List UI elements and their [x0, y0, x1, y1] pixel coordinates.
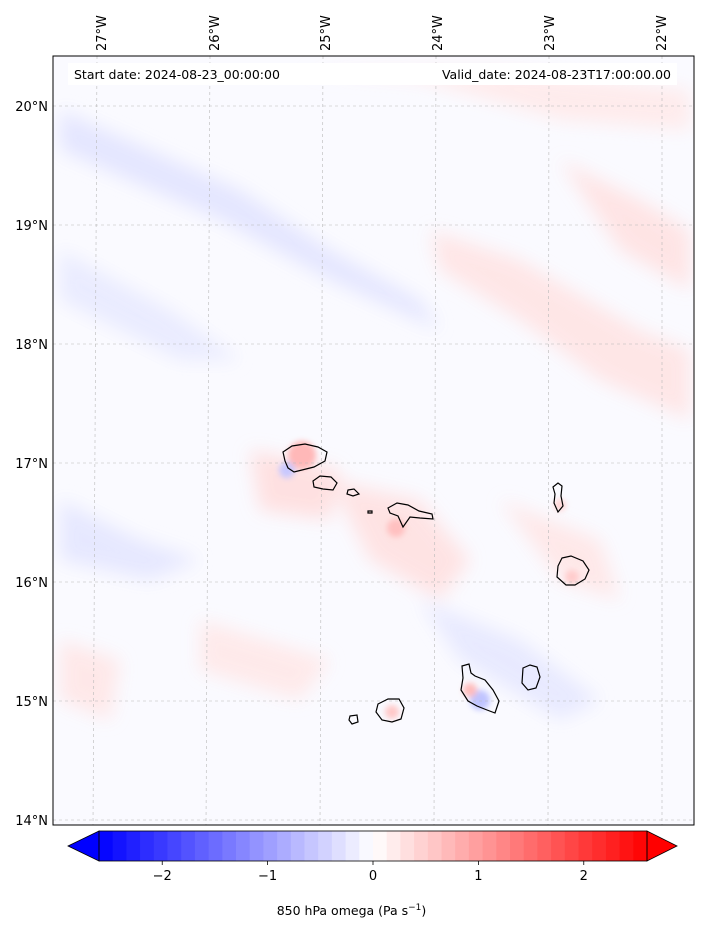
lat-label: 17°N	[15, 457, 48, 472]
island-santo-antao	[282, 443, 328, 473]
island-sal	[552, 482, 564, 514]
island-brava	[348, 714, 359, 725]
island-boa-vista	[556, 555, 590, 586]
colorbar-segment	[468, 831, 484, 861]
colorbar-segment	[99, 831, 114, 861]
island-santiago	[460, 663, 500, 714]
colorbar-tick-label: 2	[580, 869, 588, 884]
colorbar-segment	[208, 831, 223, 861]
colorbar-segment	[345, 831, 360, 861]
colorbar-segment	[592, 831, 607, 861]
colorbar-extend-high	[646, 830, 678, 862]
map-frame	[52, 55, 695, 826]
lat-label: 20°N	[15, 100, 48, 115]
colorbar-segment	[181, 831, 196, 861]
valid-date-text: Valid_date: 2024-08-23T17:00:00.00	[442, 67, 671, 82]
island-branco	[367, 510, 373, 514]
colorbar-segment	[537, 831, 552, 861]
colorbar-segment	[455, 831, 470, 861]
omega-field	[53, 56, 694, 825]
island-santa-luzia	[346, 488, 361, 497]
colorbar-segments	[99, 831, 648, 861]
gridlines	[53, 56, 694, 825]
colorbar-segment	[263, 831, 278, 861]
colorbar-tick-label: 0	[369, 869, 377, 884]
colorbar-ticks: −2 −1 0 1 2	[153, 861, 588, 884]
island-fogo	[375, 698, 405, 723]
colorbar-segment	[249, 831, 264, 861]
colorbar-label-main: 850 hPa omega (Pa s	[276, 903, 409, 919]
colorbar-label: 850 hPa omega (Pa s−1)	[0, 903, 703, 918]
colorbar-segment	[277, 831, 292, 861]
lon-label: 26°W	[208, 15, 223, 51]
colorbar-segment	[112, 831, 127, 861]
colorbar-segment	[441, 831, 456, 861]
colorbar-segment	[414, 831, 429, 861]
info-box	[68, 63, 677, 85]
colorbar-segment	[427, 831, 442, 861]
colorbar-segment	[496, 831, 511, 861]
colorbar-segment	[331, 831, 347, 861]
colorbar-segment	[236, 831, 251, 861]
colorbar-segment	[167, 831, 182, 861]
colorbar-segment	[482, 831, 497, 861]
colorbar-segment	[605, 831, 621, 861]
island-sao-vicente	[312, 475, 338, 491]
colorbar-segment	[523, 831, 538, 861]
lon-label: 24°W	[431, 15, 446, 51]
latitude-labels: 20°N 19°N 18°N 17°N 16°N 15°N 14°N	[15, 100, 48, 829]
colorbar-segment	[633, 831, 648, 861]
lon-label: 23°W	[543, 15, 558, 51]
colorbar-segment	[126, 831, 141, 861]
lon-label: 22°W	[655, 15, 670, 51]
lat-label: 15°N	[15, 695, 48, 710]
colorbar: −2 −1 0 1 2	[67, 830, 678, 884]
coastlines	[282, 443, 590, 725]
colorbar-label-exponent: −1	[408, 903, 422, 913]
lon-label: 27°W	[95, 15, 110, 51]
colorbar-segment	[318, 831, 333, 861]
island-sao-nicolau	[387, 502, 434, 529]
start-date-text: Start date: 2024-08-23_00:00:00	[74, 67, 280, 82]
colorbar-segment	[619, 831, 634, 861]
colorbar-segment	[373, 831, 388, 861]
lat-label: 14°N	[15, 814, 48, 829]
colorbar-segment	[222, 831, 237, 861]
colorbar-extend-low	[67, 830, 100, 862]
colorbar-segment	[564, 831, 579, 861]
island-maio	[521, 664, 541, 691]
lat-label: 18°N	[15, 338, 48, 353]
colorbar-segment	[578, 831, 593, 861]
colorbar-segment	[359, 831, 374, 861]
colorbar-tick-label: 1	[474, 869, 482, 884]
colorbar-segment	[510, 831, 525, 861]
lat-label: 16°N	[15, 576, 48, 591]
colorbar-tick-label: −2	[153, 869, 172, 884]
lon-label: 25°W	[319, 15, 334, 51]
longitude-labels: 27°W 26°W 25°W 24°W 23°W 22°W	[95, 15, 670, 51]
colorbar-segment	[386, 831, 401, 861]
colorbar-label-end: )	[421, 903, 427, 919]
colorbar-segment	[400, 831, 415, 861]
colorbar-segment	[290, 831, 305, 861]
colorbar-segment	[304, 831, 319, 861]
colorbar-segment	[194, 831, 210, 861]
colorbar-segment	[551, 831, 566, 861]
colorbar-segment	[140, 831, 155, 861]
colorbar-tick-label: −1	[258, 869, 277, 884]
lat-label: 19°N	[15, 219, 48, 234]
colorbar-segment	[153, 831, 168, 861]
